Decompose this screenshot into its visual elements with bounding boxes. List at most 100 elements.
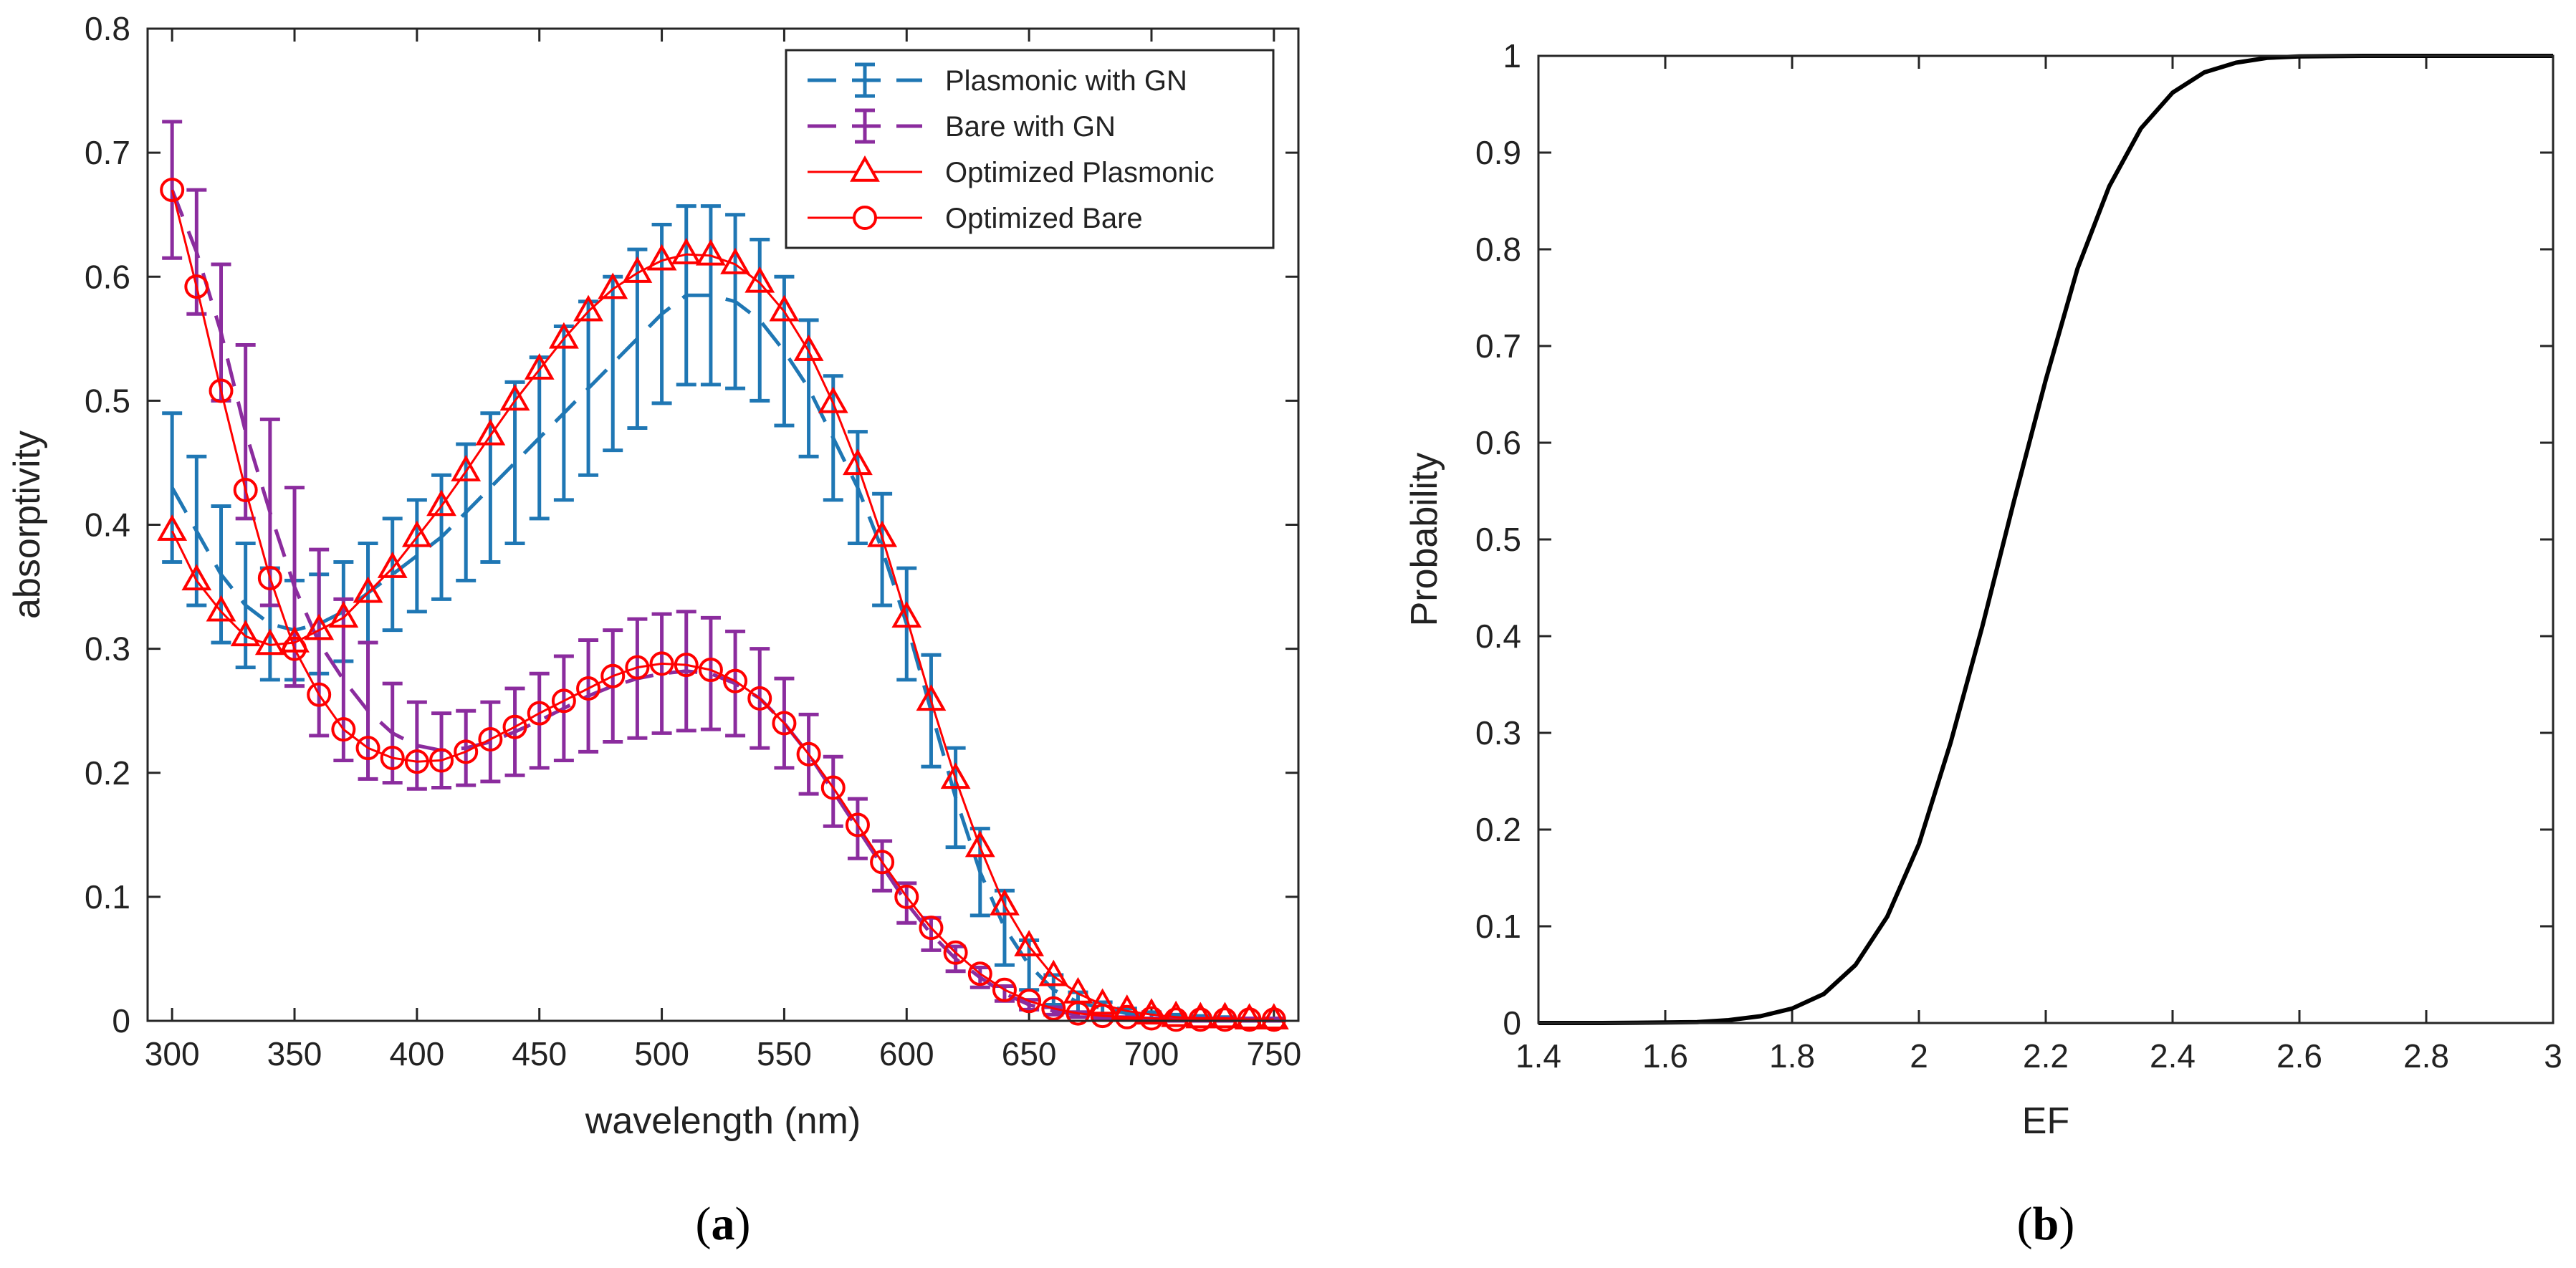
series-marker-2 bbox=[401, 520, 432, 547]
series-marker-2 bbox=[867, 520, 898, 547]
series-marker-3 bbox=[307, 682, 332, 707]
errorbar-1 bbox=[823, 754, 843, 828]
a-x-tick-label: 750 bbox=[1246, 1035, 1301, 1072]
chart-b-caption-close: ) bbox=[2059, 1198, 2074, 1250]
series-marker-2 bbox=[230, 620, 261, 647]
series-line-0 bbox=[171, 293, 1274, 1022]
a-y-tick-label: 0.2 bbox=[85, 754, 130, 792]
b-y-tick-label: 0.6 bbox=[1475, 424, 1521, 461]
series-marker-2 bbox=[304, 613, 335, 640]
errorbar-1 bbox=[872, 839, 893, 893]
series-marker-2 bbox=[646, 244, 677, 271]
errorbar-0 bbox=[504, 380, 525, 545]
b-y-tick-label: 0.7 bbox=[1475, 327, 1521, 365]
series-line-1 bbox=[170, 189, 1274, 1022]
series-marker-2 bbox=[548, 322, 579, 349]
series-marker-3 bbox=[380, 745, 405, 770]
errorbar-1 bbox=[309, 547, 330, 738]
series-marker-2 bbox=[353, 576, 383, 603]
a-y-tick-label: 0.7 bbox=[85, 134, 130, 171]
series-marker-2 bbox=[1161, 1000, 1192, 1027]
chart-b-y-axis-label: Probability bbox=[1404, 453, 1445, 627]
b-y-tick-label: 1 bbox=[1503, 37, 1521, 75]
legend-errorbar-0 bbox=[855, 62, 875, 98]
cdf-line bbox=[1538, 54, 2553, 1025]
b-x-tick-label: 2 bbox=[1910, 1037, 1928, 1075]
series-marker-2 bbox=[1038, 959, 1069, 986]
series-marker-3 bbox=[1114, 1004, 1139, 1029]
chart-a-caption-letter: a bbox=[712, 1198, 735, 1250]
chart-b-x-axis-label: EF bbox=[2022, 1100, 2069, 1142]
legend-label-3: Optimized Bare bbox=[945, 203, 1143, 234]
series-marker-3 bbox=[184, 274, 209, 299]
series-marker-3 bbox=[576, 676, 601, 701]
errorbar-0 bbox=[431, 473, 452, 601]
series-marker-2 bbox=[1087, 988, 1118, 1015]
chart-a-caption-open: ( bbox=[696, 1198, 712, 1250]
errorbar-0 bbox=[896, 566, 917, 682]
errorbar-1 bbox=[162, 120, 183, 260]
b-x-tick-label: 1.4 bbox=[1516, 1037, 1561, 1075]
b-x-tick-label: 3 bbox=[2544, 1037, 2562, 1075]
series-line-2 bbox=[171, 253, 1274, 1021]
series-marker-2 bbox=[793, 335, 824, 361]
series-marker-3 bbox=[209, 378, 234, 403]
chart-a-tick-labels: 300 350 400 450 500 550 600 650 700 750 0 0.1 0.2 0.3… bbox=[85, 10, 1301, 1072]
series-marker-2 bbox=[377, 552, 408, 578]
series-marker-2 bbox=[964, 830, 995, 858]
series-marker-2 bbox=[598, 272, 628, 299]
errorbar-0 bbox=[456, 442, 477, 582]
series-marker-2 bbox=[818, 386, 848, 413]
series-marker-3 bbox=[1041, 996, 1066, 1021]
series-marker-3 bbox=[1212, 1007, 1237, 1032]
errorbar-0 bbox=[725, 213, 746, 390]
series-marker-2 bbox=[426, 489, 456, 517]
errorbar-0 bbox=[211, 504, 231, 645]
b-y-tick-label: 0.3 bbox=[1475, 714, 1521, 751]
errorbar-0 bbox=[529, 355, 550, 521]
series-marker-2 bbox=[1234, 1003, 1265, 1030]
a-x-tick-label: 650 bbox=[1002, 1035, 1057, 1072]
a-y-tick-label: 0.3 bbox=[85, 630, 130, 668]
b-y-tick-label: 0.1 bbox=[1475, 908, 1521, 945]
series-marker-2 bbox=[1258, 1003, 1289, 1030]
legend-label-2: Optimized Plasmonic bbox=[945, 157, 1215, 188]
legend-marker-3 bbox=[853, 206, 877, 230]
a-x-tick-label: 350 bbox=[267, 1035, 322, 1072]
series-marker-2 bbox=[695, 239, 726, 266]
series-marker-3 bbox=[1090, 1004, 1115, 1029]
series-marker-2 bbox=[524, 353, 555, 380]
series-marker-3 bbox=[845, 812, 870, 837]
errorbar-0 bbox=[823, 374, 843, 502]
series-marker-2 bbox=[1210, 1002, 1240, 1029]
a-y-tick-label: 0.4 bbox=[85, 506, 130, 544]
b-x-tick-label: 1.6 bbox=[1642, 1037, 1688, 1075]
a-y-tick-label: 0.1 bbox=[85, 878, 130, 916]
series-marker-3 bbox=[967, 961, 992, 986]
errorbar-0 bbox=[162, 411, 183, 564]
chart-a: 300 350 400 450 500 550 600 650 700 750 0 0.1 0.2 0.3… bbox=[6, 10, 1301, 1250]
series-marker-3 bbox=[429, 748, 454, 773]
legend-label-0: Plasmonic with GN bbox=[945, 65, 1187, 97]
series-marker-3 bbox=[551, 688, 576, 714]
errorbar-0 bbox=[382, 517, 403, 633]
errorbar-0 bbox=[406, 498, 427, 614]
chart-a-legend: Plasmonic with GN Bare with GN Optimized P… bbox=[785, 49, 1275, 249]
series-marker-2 bbox=[181, 564, 212, 591]
chart-b-axes-box bbox=[1537, 54, 2555, 1024]
series-marker-2 bbox=[206, 595, 236, 622]
b-x-tick-label: 1.8 bbox=[1769, 1037, 1815, 1075]
a-y-tick-label: 0.5 bbox=[85, 382, 130, 419]
a-x-tick-label: 300 bbox=[145, 1035, 200, 1072]
series-marker-3 bbox=[1237, 1007, 1262, 1032]
series-marker-2 bbox=[940, 762, 971, 789]
errorbar-1 bbox=[578, 638, 599, 754]
errorbar-0 bbox=[235, 541, 256, 670]
series-marker-3 bbox=[723, 668, 748, 693]
series-marker-2 bbox=[916, 684, 947, 711]
errorbar-0 bbox=[186, 454, 207, 607]
series-marker-2 bbox=[990, 888, 1020, 916]
series-marker-3 bbox=[625, 655, 650, 680]
errorbar-1 bbox=[406, 700, 427, 791]
series-marker-3 bbox=[454, 739, 479, 764]
